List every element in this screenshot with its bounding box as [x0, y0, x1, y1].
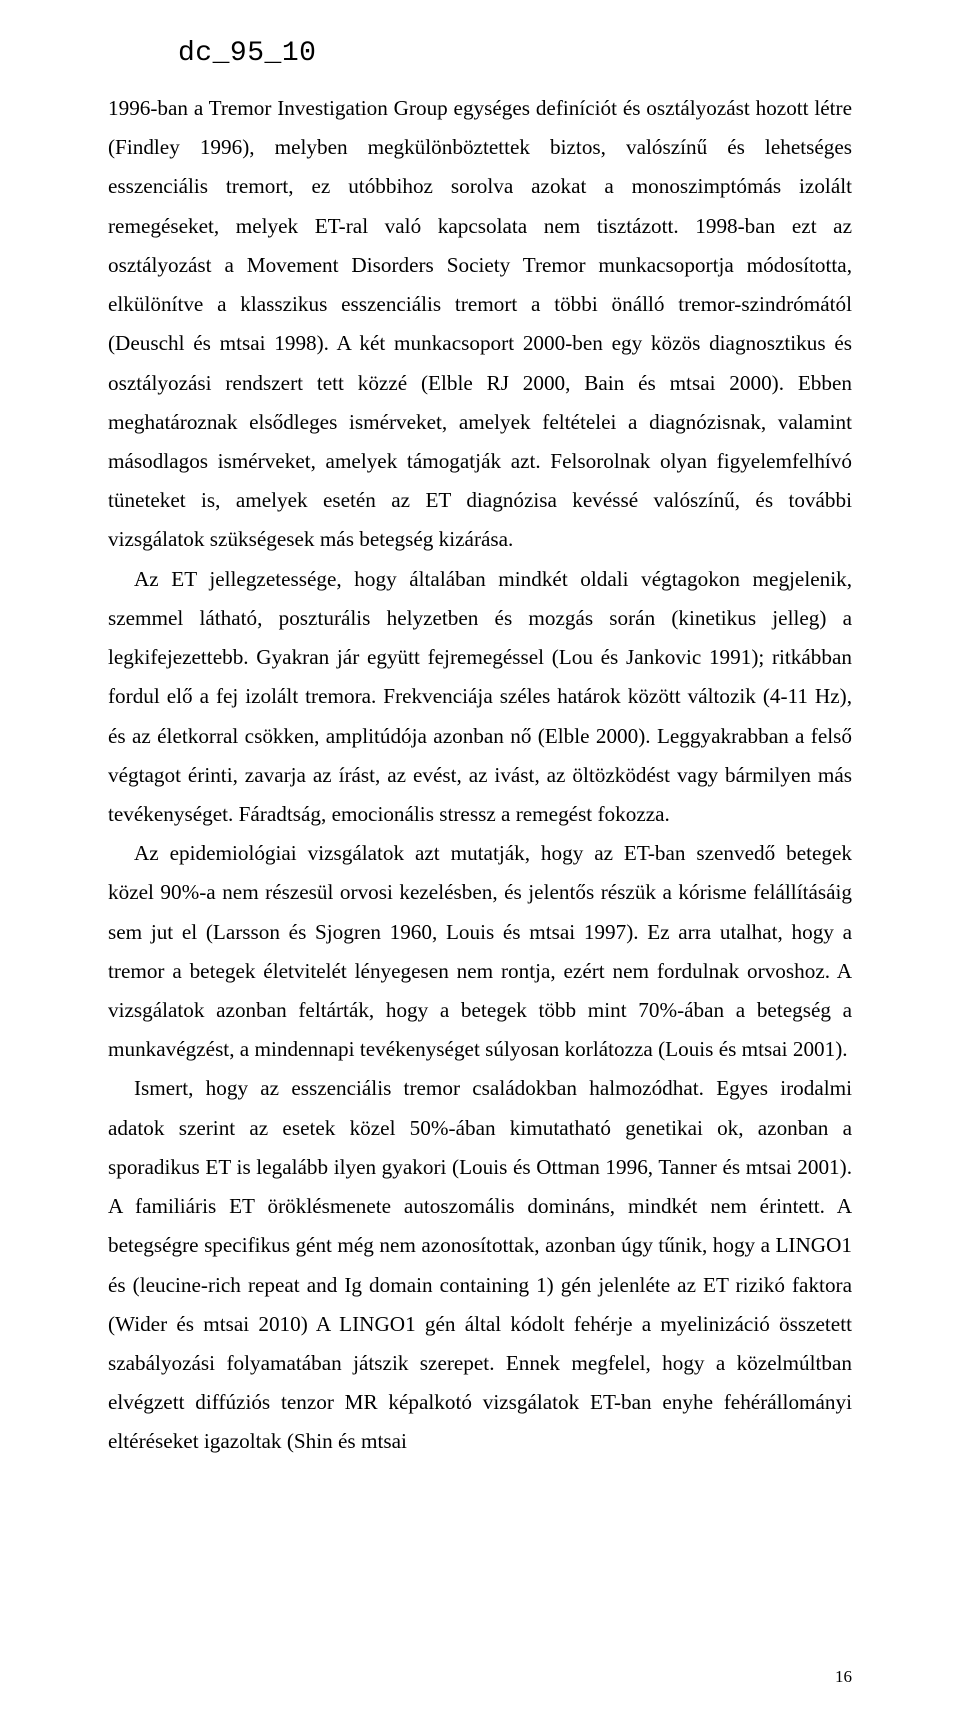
- paragraph: Az epidemiológiai vizsgálatok azt mutatj…: [108, 834, 852, 1069]
- paragraph: Ismert, hogy az esszenciális tremor csal…: [108, 1069, 852, 1461]
- document-id: dc_95_10: [178, 38, 852, 69]
- page-number: 16: [835, 1667, 852, 1687]
- body-text: 1996-ban a Tremor Investigation Group eg…: [108, 89, 852, 1462]
- paragraph: 1996-ban a Tremor Investigation Group eg…: [108, 89, 852, 560]
- document-page: dc_95_10 1996-ban a Tremor Investigation…: [0, 0, 960, 1713]
- paragraph: Az ET jellegzetessége, hogy általában mi…: [108, 560, 852, 835]
